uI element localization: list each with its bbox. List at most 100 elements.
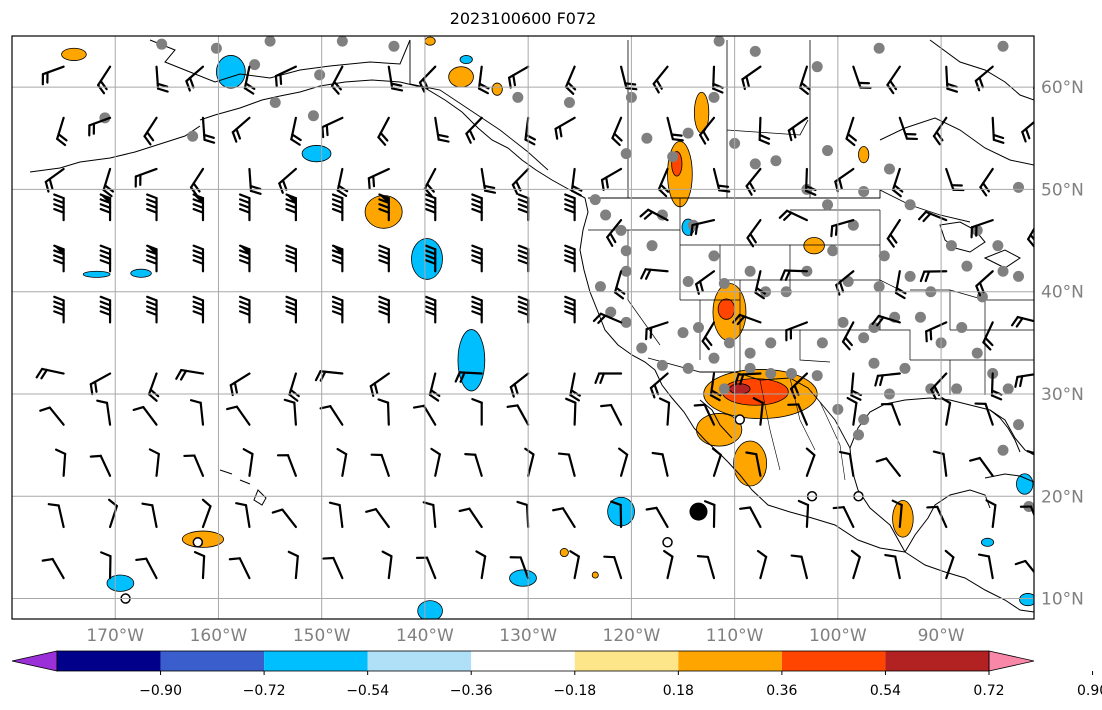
wind-barb-124 [701,321,716,351]
wind-barb-5 [274,65,297,88]
graticule-layer [12,36,1034,619]
wind-barb-179 [183,454,205,477]
wind-barb-62 [891,167,904,198]
wind-barb-100 [613,270,626,300]
positive-anomaly-region-13 [181,530,225,548]
lon-tick-label: 130°W [499,626,557,646]
longitude-tick-labels: 170°W 160°W 150°W 140°W 130°W 120°W 110°W 100°W… [86,626,964,646]
station-marker-100 [713,36,725,47]
wind-barb-111 [99,295,112,324]
wind-barb-23 [88,116,112,137]
lat-tick-label: 30°N [1041,385,1084,405]
wind-barb-197 [1026,450,1034,455]
wind-barb-42 [991,116,1005,144]
wind-barb-217 [926,505,948,529]
colorbar-frame [56,650,990,672]
wind-barb-64 [979,167,994,197]
positive-anomaly-region-2 [729,383,751,395]
station-marker-71 [858,414,870,426]
station-marker-62 [971,347,983,359]
station-marker-75 [811,370,823,382]
wind-barb-86 [970,219,994,239]
wind-barb-203 [271,508,297,529]
wind-barb-53 [480,167,497,194]
station-marker-7 [307,110,319,122]
station-marker-36 [646,240,658,252]
coastline-florida [989,409,1021,453]
negative-anomaly-region-22 [457,329,486,392]
positive-anomaly-region-20 [424,36,436,46]
wind-barb-72 [331,193,344,222]
wind-barb-27 [290,116,302,146]
wind-barb-82 [778,209,808,222]
wind-barb-81 [746,219,762,248]
wind-barb-70 [238,193,251,222]
border-us-canada [588,189,971,223]
wind-barb-38 [787,116,808,142]
station-marker-32 [600,209,612,221]
station-marker-0 [156,38,168,50]
wind-barb-92 [238,244,251,273]
coastline-us-pacific [579,197,656,371]
positive-anomaly-region-16 [491,82,503,96]
wind-barb-136 [229,372,251,397]
station-marker-81 [708,352,720,364]
negative-anomaly-region-34 [1019,593,1034,607]
coastline-aleutians [29,125,201,173]
positive-anomaly-region-15 [448,66,474,88]
station-marker-85 [620,316,632,328]
wind-barb-231 [569,550,580,580]
colorbar-tick-label: 0.18 [663,683,694,699]
station-marker-39 [708,250,720,262]
station-marker-11 [563,96,575,108]
wind-barb-29 [377,116,390,146]
wind-barb-167 [658,397,671,426]
wind-barb-123 [645,321,669,341]
wind-barb-2 [155,65,169,93]
latitude-tick-labels: 60°N 50°N 40°N 30°N 20°N 10°N [1041,78,1084,609]
coastline-central-america [904,551,1034,613]
station-marker-87 [594,281,606,293]
station-marker-4 [314,69,326,81]
station-marker-55 [961,260,973,272]
wind-barb-186 [524,447,535,477]
station-marker-40 [682,275,694,287]
wind-barb-143 [569,372,581,402]
wind-barb-210 [610,500,623,529]
wind-barb-168 [693,403,716,426]
station-marker-73 [837,316,849,328]
negative-anomaly-region-21 [411,238,443,280]
wind-barb-1 [96,65,112,95]
wind-barb-116 [331,295,344,324]
wind-barb-18 [886,65,901,95]
wind-barb-216 [891,499,903,529]
wind-barb-99 [564,244,576,273]
wind-barb-28 [321,116,344,139]
wind-barb-212 [703,500,716,529]
station-marker-14 [667,151,679,163]
wind-barb-188 [618,447,629,477]
wind-barb-88 [53,244,65,273]
wind-barb-207 [458,507,483,529]
station-marker-68 [899,362,911,374]
wind-barb-219 [1019,505,1034,518]
wind-barb-142 [509,372,530,398]
positive-anomaly-region-17 [858,146,870,164]
station-marker-12 [620,148,632,160]
wind-barb-40 [898,116,919,141]
wind-barb-157 [189,399,205,426]
colorbar-segment [57,651,161,671]
lat-tick-label: 10°N [1041,590,1084,610]
station-marker-28 [811,61,823,73]
negative-anomaly-region-23 [215,55,246,89]
wind-barb-237 [850,549,861,580]
station-marker-26 [997,40,1009,52]
wind-barb-144 [594,372,623,384]
plot-frame [11,35,1035,620]
station-marker-31 [589,194,601,206]
station-marker-54 [945,240,957,252]
positive-anomaly-region-10 [803,237,825,255]
wind-barb-129 [925,321,948,343]
wind-barb-215 [832,506,855,529]
station-marker-91 [692,322,704,333]
